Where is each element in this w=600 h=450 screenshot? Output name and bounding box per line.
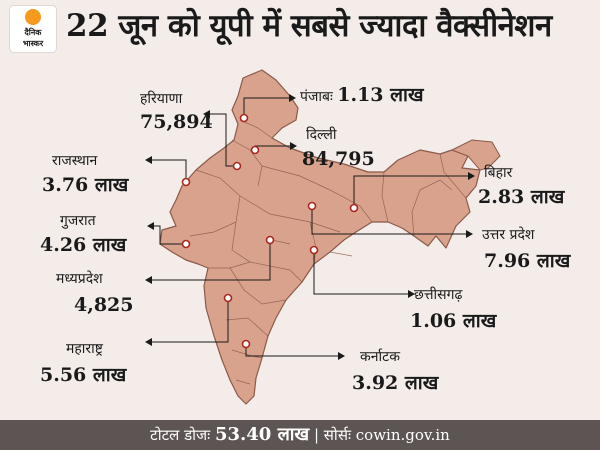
page-title: 22 जून को यूपी में सबसे ज्यादा वैक्सीनेश… <box>66 8 552 44</box>
label-mp: मध्यप्रदेश <box>56 271 103 287</box>
dot-haryana <box>232 161 242 171</box>
label-karnataka: कर्नाटक <box>360 349 400 365</box>
leader-haryana <box>208 113 237 167</box>
source-value: cowin.gov.in <box>355 426 450 444</box>
source-label: सोर्सः <box>323 426 351 444</box>
value-rajasthan: 3.76 लाख <box>42 174 129 196</box>
arrow-gujarat <box>147 222 154 230</box>
arrow-maharashtra <box>145 338 152 346</box>
label-gujarat: गुजरात <box>60 213 96 229</box>
leader-bihar <box>353 175 470 208</box>
value-haryana: 75,894 <box>140 111 213 133</box>
leader-up <box>311 206 468 235</box>
arrow-up <box>466 230 473 238</box>
dot-up <box>307 201 317 211</box>
footer-bar: टोटल डोजः 53.40 लाख | सोर्सः cowin.gov.i… <box>0 420 600 450</box>
label-delhi: दिल्ली <box>306 127 337 143</box>
arrow-mp <box>145 276 152 284</box>
label-maharashtra: महाराष्ट्र <box>66 341 103 357</box>
sun-icon <box>25 9 41 25</box>
dot-bihar <box>349 203 359 213</box>
arrow-karnataka <box>338 352 345 360</box>
value-mp: 4,825 <box>74 294 134 316</box>
value-delhi: 84,795 <box>302 148 375 170</box>
dot-punjab <box>239 113 249 123</box>
arrow-haryana <box>203 110 210 118</box>
arrow-rajasthan <box>145 156 152 164</box>
value-maharashtra: 5.56 लाख <box>40 364 127 386</box>
label-up: उत्तर प्रदेश <box>482 227 535 243</box>
state-name: पंजाबः <box>300 89 333 105</box>
arrow-chhattisgarh <box>408 290 415 298</box>
value-karnataka: 3.92 लाख <box>352 372 439 394</box>
value-chhattisgarh: 1.06 लाख <box>410 310 497 332</box>
leader-maharashtra <box>150 298 229 343</box>
location-dots <box>181 113 359 349</box>
leader-gujarat <box>152 225 186 245</box>
northeast-region <box>450 139 501 171</box>
logo-line2: भास्कर <box>22 39 44 48</box>
value-up: 7.96 लाख <box>484 250 571 272</box>
total-dose-label: टोटल डोजः <box>150 426 211 444</box>
leader-rajasthan <box>150 159 187 182</box>
dainik-bhaskar-logo: दैनिक भास्कर <box>10 6 56 52</box>
leader-lines <box>150 97 470 357</box>
dot-karnataka <box>241 339 251 349</box>
value-bihar: 2.83 लाख <box>478 186 565 208</box>
label-chhattisgarh: छत्तीसगढ़ <box>414 287 463 303</box>
leader-punjab <box>243 97 290 118</box>
total-dose-value: 53.40 लाख <box>214 424 310 445</box>
arrowheads <box>145 94 475 360</box>
label-haryana: हरियाणा <box>140 91 183 107</box>
dot-rajasthan <box>181 177 191 187</box>
arrow-delhi <box>290 142 297 150</box>
arrow-punjab <box>289 94 296 102</box>
dot-gujarat <box>181 239 191 249</box>
dot-maharashtra <box>223 293 233 303</box>
state-boundaries <box>189 119 467 385</box>
logo-line1: दैनिक <box>24 28 42 37</box>
label-rajasthan: राजस्थान <box>52 153 98 169</box>
header: दैनिक भास्कर 22 जून को यूपी में सबसे ज्य… <box>0 0 600 62</box>
label-bihar: बिहार <box>484 165 513 181</box>
footer-separator: | <box>313 426 320 444</box>
label-punjab: पंजाबः 1.13 लाख <box>300 86 424 106</box>
state-value: 1.13 लाख <box>337 84 424 106</box>
leader-mp <box>150 240 271 281</box>
dot-delhi <box>250 145 260 155</box>
dot-mp <box>265 235 275 245</box>
arrow-bihar <box>468 172 475 180</box>
leader-chhattisgarh <box>313 250 410 295</box>
dot-chhattisgarh <box>309 245 319 255</box>
value-gujarat: 4.26 लाख <box>40 234 127 256</box>
